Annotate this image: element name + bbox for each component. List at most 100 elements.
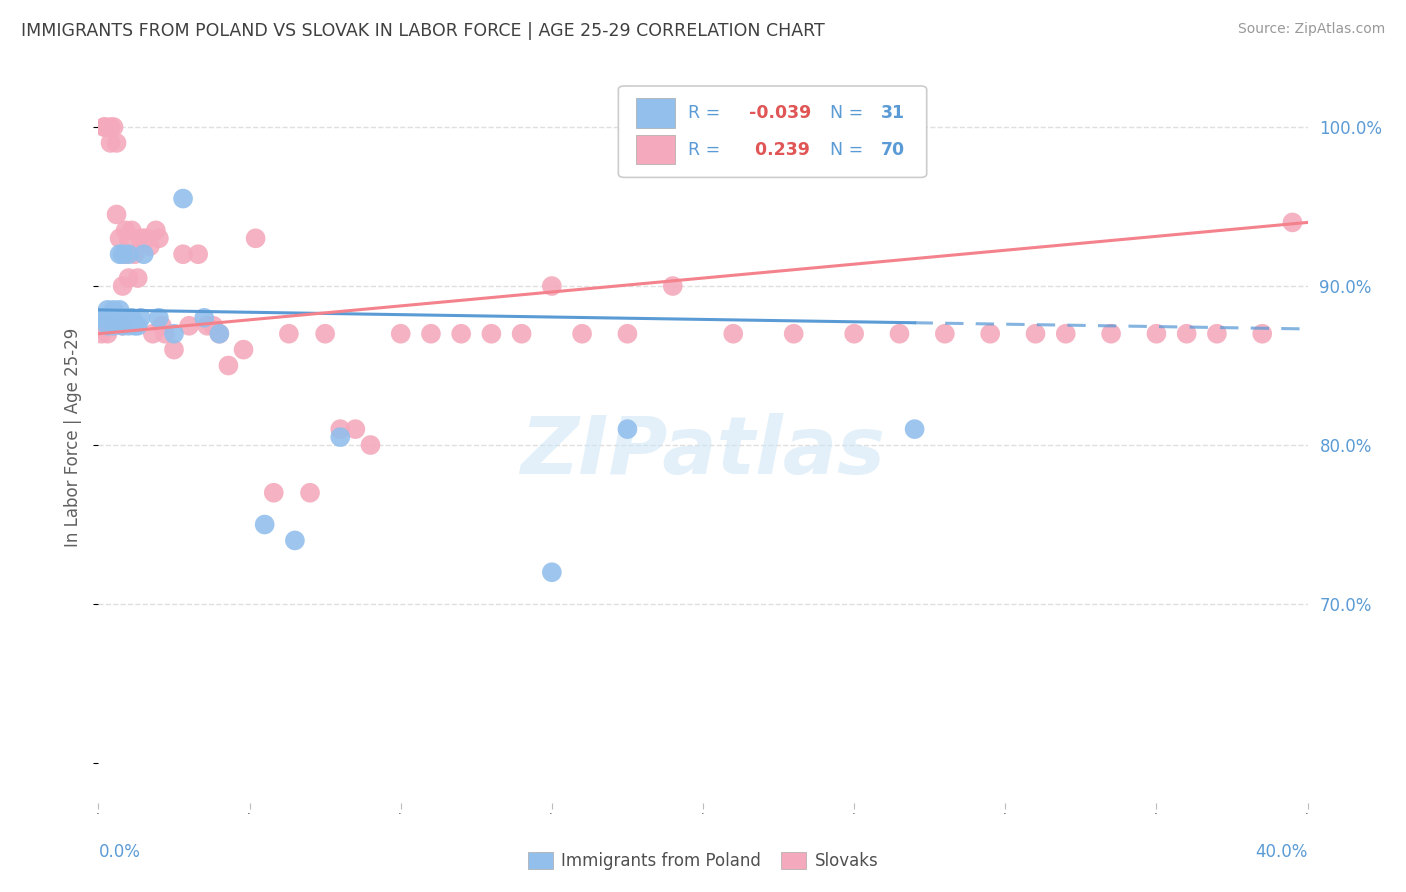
Point bbox=[420, 326, 443, 341]
Point bbox=[540, 279, 562, 293]
Text: 0.0%: 0.0% bbox=[98, 843, 141, 861]
Point bbox=[139, 239, 162, 253]
Point bbox=[783, 326, 806, 341]
Point bbox=[127, 271, 149, 285]
Point bbox=[96, 326, 118, 341]
Point bbox=[360, 438, 382, 452]
Point bbox=[118, 318, 141, 333]
Point bbox=[142, 326, 165, 341]
Point bbox=[108, 247, 131, 261]
Point bbox=[96, 318, 118, 333]
Point bbox=[195, 318, 218, 333]
Point bbox=[208, 326, 231, 341]
Point bbox=[299, 485, 322, 500]
Text: ZIPatlas: ZIPatlas bbox=[520, 413, 886, 491]
Point bbox=[889, 326, 911, 341]
Point bbox=[93, 120, 115, 134]
Point bbox=[100, 120, 122, 134]
Point bbox=[118, 271, 141, 285]
Point bbox=[150, 318, 173, 333]
Point bbox=[187, 247, 209, 261]
Text: N =: N = bbox=[830, 141, 869, 159]
Point bbox=[111, 318, 134, 333]
Point bbox=[172, 247, 194, 261]
Point bbox=[1144, 326, 1167, 341]
Point bbox=[114, 247, 136, 261]
Point bbox=[1099, 326, 1122, 341]
Point bbox=[127, 318, 149, 333]
Point bbox=[179, 318, 201, 333]
Point bbox=[934, 326, 956, 341]
Point bbox=[103, 120, 125, 134]
Text: 31: 31 bbox=[880, 104, 905, 122]
Point bbox=[329, 422, 352, 436]
Point bbox=[481, 326, 503, 341]
Point bbox=[124, 247, 146, 261]
Point bbox=[129, 231, 152, 245]
Point bbox=[153, 326, 176, 341]
Point bbox=[263, 485, 285, 500]
Point bbox=[90, 318, 112, 333]
Point bbox=[389, 326, 412, 341]
Text: R =: R = bbox=[689, 141, 727, 159]
Point bbox=[108, 231, 131, 245]
Text: 70: 70 bbox=[880, 141, 905, 159]
Point bbox=[1054, 326, 1077, 341]
Point bbox=[1281, 215, 1303, 229]
Point bbox=[93, 120, 115, 134]
Point bbox=[103, 302, 125, 317]
Point bbox=[96, 302, 118, 317]
FancyBboxPatch shape bbox=[637, 98, 675, 128]
Point bbox=[844, 326, 866, 341]
Point bbox=[723, 326, 745, 341]
Point bbox=[253, 517, 276, 532]
Point bbox=[105, 136, 128, 150]
Point bbox=[1175, 326, 1198, 341]
Point bbox=[616, 326, 638, 341]
Point bbox=[571, 326, 593, 341]
Point bbox=[124, 318, 146, 333]
Legend: Immigrants from Poland, Slovaks: Immigrants from Poland, Slovaks bbox=[522, 845, 884, 877]
Point bbox=[1024, 326, 1046, 341]
Point bbox=[277, 326, 299, 341]
Point bbox=[202, 318, 225, 333]
Point bbox=[450, 326, 472, 341]
Y-axis label: In Labor Force | Age 25-29: In Labor Force | Age 25-29 bbox=[65, 327, 83, 547]
Point bbox=[148, 231, 170, 245]
Point bbox=[232, 343, 254, 357]
Point bbox=[510, 326, 533, 341]
Text: 0.239: 0.239 bbox=[749, 141, 810, 159]
Point bbox=[208, 326, 231, 341]
Point bbox=[90, 326, 112, 341]
Text: R =: R = bbox=[689, 104, 727, 122]
Point bbox=[121, 223, 143, 237]
Text: Source: ZipAtlas.com: Source: ZipAtlas.com bbox=[1237, 22, 1385, 37]
Point bbox=[132, 247, 155, 261]
Point bbox=[111, 247, 134, 261]
Point bbox=[284, 533, 307, 548]
Point bbox=[111, 318, 134, 333]
FancyBboxPatch shape bbox=[619, 86, 927, 178]
Point bbox=[979, 326, 1001, 341]
Point bbox=[132, 231, 155, 245]
Point bbox=[121, 310, 143, 325]
Point bbox=[172, 192, 194, 206]
Point bbox=[100, 136, 122, 150]
Text: N =: N = bbox=[830, 104, 869, 122]
Point bbox=[217, 359, 239, 373]
Point bbox=[114, 223, 136, 237]
Point bbox=[96, 318, 118, 333]
Point bbox=[145, 223, 167, 237]
Text: -0.039: -0.039 bbox=[749, 104, 811, 122]
Text: 40.0%: 40.0% bbox=[1256, 843, 1308, 861]
Point bbox=[93, 310, 115, 325]
Point bbox=[108, 302, 131, 317]
Point bbox=[314, 326, 336, 341]
Point bbox=[118, 247, 141, 261]
Point bbox=[329, 430, 352, 444]
Point bbox=[540, 566, 562, 580]
Point bbox=[135, 231, 157, 245]
Point bbox=[90, 310, 112, 325]
Point bbox=[163, 326, 186, 341]
Text: IMMIGRANTS FROM POLAND VS SLOVAK IN LABOR FORCE | AGE 25-29 CORRELATION CHART: IMMIGRANTS FROM POLAND VS SLOVAK IN LABO… bbox=[21, 22, 825, 40]
